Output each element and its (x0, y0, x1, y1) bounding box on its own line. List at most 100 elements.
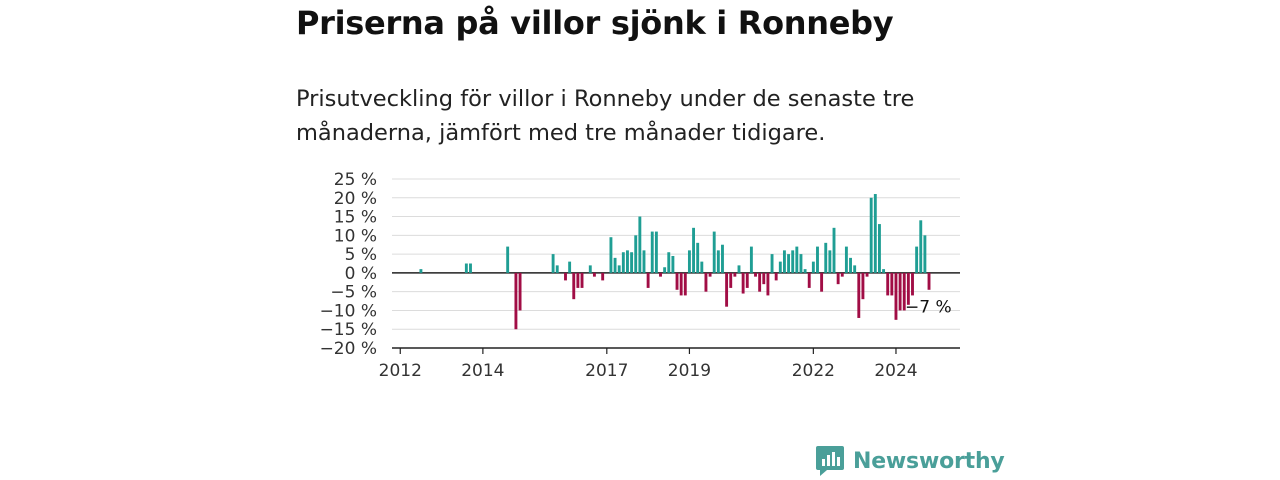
bar (811, 261, 815, 273)
bar (878, 224, 881, 273)
bar (555, 265, 559, 273)
bar (774, 272, 778, 281)
bar (849, 257, 852, 273)
bar (630, 252, 634, 273)
y-tick-label: 15 % (334, 208, 377, 228)
bar (700, 261, 704, 273)
bar (886, 272, 890, 296)
bar (696, 242, 700, 273)
bar (708, 272, 712, 277)
bar (882, 269, 886, 273)
bar (621, 252, 625, 273)
bar (894, 272, 898, 320)
y-tick-label: 25 % (334, 170, 377, 190)
bar (642, 250, 646, 273)
bar (869, 197, 873, 273)
bar (890, 272, 894, 296)
y-tick-label: −20 % (320, 339, 377, 359)
bar (782, 250, 786, 273)
bar (725, 272, 729, 307)
bar (580, 272, 584, 288)
bar (551, 254, 555, 273)
bar (853, 265, 857, 273)
bar (464, 263, 468, 273)
bar (820, 272, 824, 292)
bar (626, 250, 629, 273)
bar (683, 272, 687, 296)
bar (824, 242, 828, 273)
bar (646, 272, 650, 288)
bar (572, 272, 576, 300)
x-tick-label: 2017 (585, 361, 628, 381)
bar (803, 269, 807, 273)
bar (617, 265, 621, 273)
bar (601, 272, 605, 281)
bar (667, 252, 671, 273)
bar (692, 227, 696, 273)
chart-title: Priserna på villor sjönk i Ronneby (296, 4, 894, 42)
bar (762, 272, 766, 285)
bar (659, 272, 662, 277)
bar (592, 272, 596, 277)
bar (795, 246, 799, 273)
x-tick-label: 2024 (874, 361, 917, 381)
bar (675, 272, 679, 290)
y-tick-label: −5 % (330, 283, 377, 303)
bar (778, 261, 782, 273)
bar (857, 272, 861, 318)
bar (754, 272, 757, 277)
bar (902, 272, 906, 311)
bar (865, 272, 869, 277)
x-tick-label: 2019 (668, 361, 711, 381)
y-tick-label: 5 % (345, 245, 377, 265)
y-tick-label: 0 % (345, 264, 377, 284)
bar (634, 235, 638, 273)
x-tick-label: 2012 (379, 361, 422, 381)
bar (514, 272, 518, 330)
bar (609, 237, 613, 273)
bar (745, 272, 749, 288)
bar (828, 250, 832, 273)
bar (911, 272, 914, 296)
bar (506, 246, 510, 273)
bar (613, 257, 617, 273)
bar (758, 272, 762, 292)
brand-name: Newsworthy (853, 448, 1005, 474)
bar (588, 265, 592, 273)
y-tick-label: 10 % (334, 226, 377, 246)
bar (844, 246, 848, 273)
bar (654, 231, 658, 273)
bar (873, 194, 877, 273)
bar (832, 227, 836, 273)
bar (791, 250, 795, 273)
bar (564, 272, 567, 281)
bar (923, 235, 927, 273)
bar (816, 246, 819, 273)
last-value-annotation: −7 % (905, 297, 952, 317)
bar (650, 231, 654, 273)
y-tick-label: 20 % (334, 189, 377, 209)
bar (749, 246, 753, 273)
bar (721, 244, 724, 273)
bar (712, 231, 716, 273)
x-tick-label: 2022 (792, 361, 835, 381)
newsworthy-logo-icon (816, 446, 844, 476)
bar (770, 254, 774, 273)
bar (729, 272, 733, 288)
bar (737, 265, 741, 273)
bar (663, 267, 667, 273)
bar (419, 269, 423, 273)
bar (915, 246, 919, 273)
x-tick-label: 2014 (461, 361, 504, 381)
bar (927, 272, 931, 290)
bar (576, 272, 580, 288)
bar (671, 255, 675, 273)
bar (568, 261, 572, 273)
bar (679, 272, 683, 296)
y-tick-label: −15 % (320, 320, 377, 340)
bar (898, 272, 902, 311)
brand-logo: Newsworthy (815, 444, 1005, 478)
bar (861, 272, 865, 300)
bar (787, 254, 791, 273)
